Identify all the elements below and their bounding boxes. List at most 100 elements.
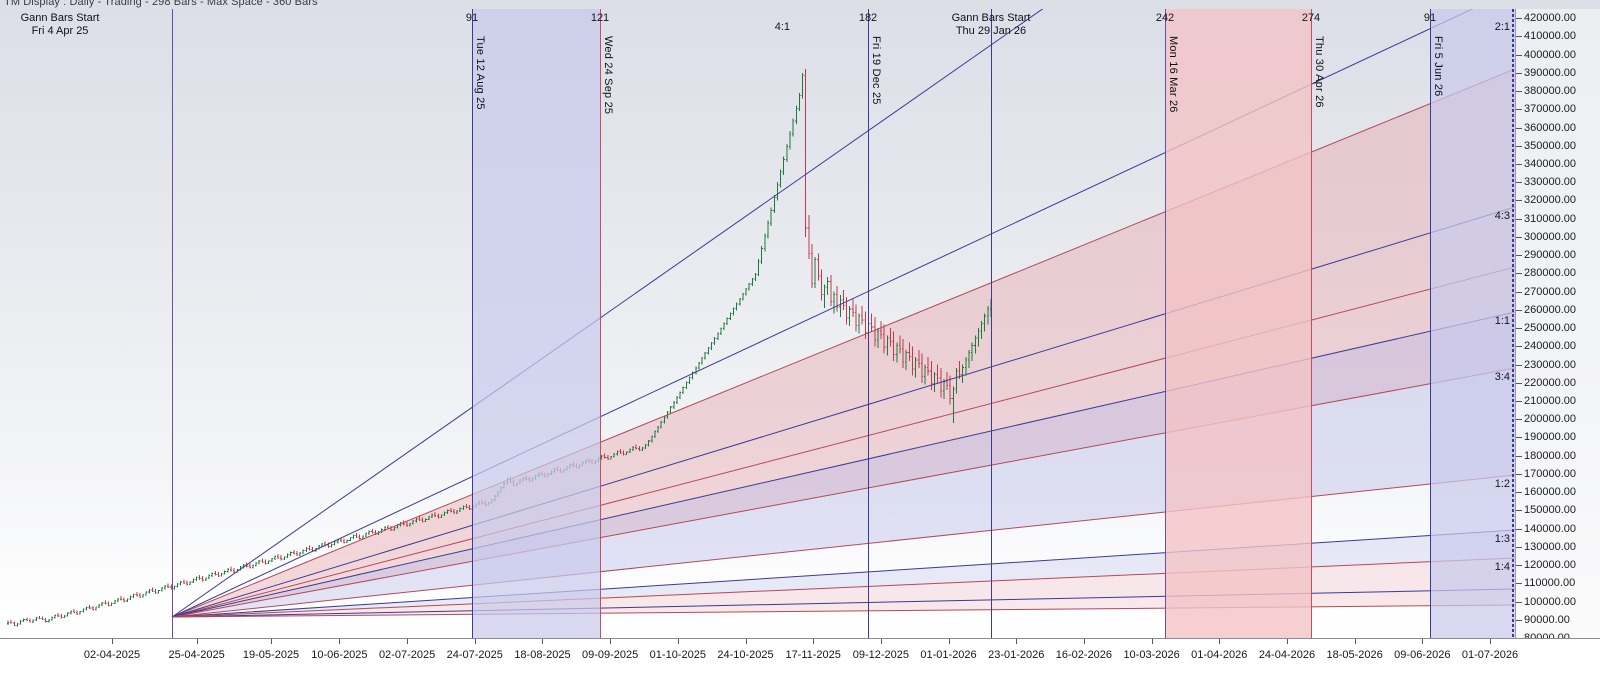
price-tick-label: 360000.00 — [1524, 121, 1576, 134]
ohlc-bar — [788, 131, 792, 150]
fan-line-4-1 — [171, 9, 1044, 618]
ohlc-bar — [82, 608, 85, 613]
ohlc-bar — [459, 507, 462, 512]
gann-bars-start-right-title: Gann Bars Start — [951, 12, 1031, 24]
marker-242-mar[interactable] — [1165, 9, 1166, 638]
ohlc-bar — [289, 551, 292, 556]
marker-91-jun-caption: Fri 5 Jun 26 — [1432, 36, 1444, 97]
ratio-1-3-label: 1:3 — [1494, 533, 1510, 545]
ohlc-bar — [154, 588, 157, 594]
ratio-1-2-label: 1:2 — [1494, 478, 1510, 490]
ohlc-bar — [967, 349, 971, 369]
marker-jan26[interactable] — [991, 9, 992, 638]
price-tick — [1516, 601, 1522, 603]
marker-origin[interactable] — [172, 9, 173, 638]
ohlc-bar — [342, 538, 346, 544]
ohlc-bar — [201, 576, 204, 582]
ohlc-bar — [685, 381, 688, 390]
gann-bars-start-right-date: Thu 29 Jan 26 — [955, 25, 1027, 37]
ohlc-bar — [57, 613, 60, 617]
marker-121-sep[interactable] — [600, 9, 601, 638]
ohlc-bar — [905, 349, 908, 370]
ohlc-bar — [85, 606, 88, 611]
price-tick-label: 140000.00 — [1524, 522, 1576, 535]
ohlc-bar — [258, 559, 261, 565]
date-tick-label: 18-08-2025 — [514, 649, 571, 661]
price-tick — [1516, 382, 1522, 384]
ohlc-bar — [983, 313, 986, 332]
price-axis[interactable]: 420000.00 410000.00 400000.00 390000.00 3800… — [1515, 9, 1600, 638]
ohlc-bar — [449, 508, 452, 513]
price-tick-label: 290000.00 — [1524, 249, 1576, 262]
marker-182-dec[interactable] — [868, 9, 869, 638]
ohlc-bar — [308, 545, 311, 551]
ohlc-bar — [66, 612, 69, 617]
marker-91-jun[interactable] — [1430, 9, 1431, 638]
ohlc-bar — [729, 312, 732, 321]
ohlc-bar — [443, 511, 446, 517]
ohlc-bar — [138, 593, 142, 599]
ohlc-bar — [700, 356, 704, 365]
marker-121-sep-number: 121 — [590, 12, 610, 24]
ohlc-bar — [933, 371, 936, 392]
date-tick-label: 01-01-2026 — [920, 649, 977, 661]
gann-bars-start-left-title: Gann Bars Start — [20, 12, 100, 24]
ohlc-bar — [50, 616, 54, 621]
price-tick — [1516, 473, 1522, 475]
ohlc-bar — [19, 619, 22, 625]
ohlc-bar — [292, 549, 295, 555]
ohlc-bar — [647, 440, 650, 447]
price-tick-label: 260000.00 — [1524, 303, 1576, 316]
ohlc-bar — [295, 551, 299, 557]
date-tick-label: 18-05-2026 — [1326, 649, 1383, 661]
price-tick — [1516, 36, 1522, 38]
date-tick-label: 25-04-2025 — [168, 649, 225, 661]
ohlc-bar — [694, 366, 697, 375]
ohlc-bar — [119, 595, 123, 601]
ohlc-bar — [741, 292, 744, 301]
ohlc-bar — [807, 215, 810, 259]
price-tick — [1516, 109, 1522, 111]
ohlc-bar — [157, 589, 160, 594]
price-tick — [1516, 273, 1522, 275]
ohlc-bar — [820, 269, 823, 301]
ohlc-bar — [804, 69, 807, 237]
ohlc-bar — [276, 554, 280, 559]
date-axis[interactable]: 02-04-2025 25-04-2025 19-05-2025 10-06-2025… — [0, 638, 1600, 696]
ohlc-bar — [358, 534, 361, 540]
price-tick-label: 330000.00 — [1524, 176, 1576, 189]
ohlc-bar — [54, 614, 57, 619]
marker-274-apr[interactable] — [1311, 9, 1312, 638]
price-tick-label: 180000.00 — [1524, 449, 1576, 462]
ohlc-bar — [748, 283, 751, 291]
ohlc-bar — [63, 615, 66, 619]
date-tick — [1354, 639, 1356, 644]
ohlc-bar — [364, 532, 368, 537]
ohlc-bar — [38, 615, 41, 620]
ohlc-bar — [129, 595, 132, 600]
ohlc-bar — [606, 454, 609, 460]
ohlc-bar — [283, 556, 286, 560]
ohlc-bar — [123, 597, 126, 603]
ohlc-bar — [264, 559, 267, 565]
marker-91-aug[interactable] — [472, 9, 473, 638]
ohlc-bar — [437, 513, 440, 519]
ohlc-bar — [298, 552, 302, 556]
date-tick — [271, 639, 273, 644]
ohlc-bar — [675, 396, 679, 404]
ohlc-bar — [650, 435, 653, 443]
price-tick-label: 220000.00 — [1524, 376, 1576, 389]
ohlc-bar — [682, 386, 685, 395]
ohlc-bar — [189, 581, 192, 586]
ohlc-bar — [116, 597, 120, 603]
ohlc-bar — [110, 602, 113, 607]
date-tick-label: 24-04-2026 — [1258, 649, 1316, 661]
ohlc-bar — [619, 449, 622, 455]
ohlc-bar — [901, 338, 905, 369]
ohlc-bar — [214, 570, 217, 576]
ohlc-bar — [628, 448, 631, 454]
ohlc-bar — [368, 530, 371, 535]
ohlc-bar — [148, 589, 151, 594]
ohlc-bar — [167, 583, 170, 589]
ohlc-bar — [330, 543, 333, 548]
